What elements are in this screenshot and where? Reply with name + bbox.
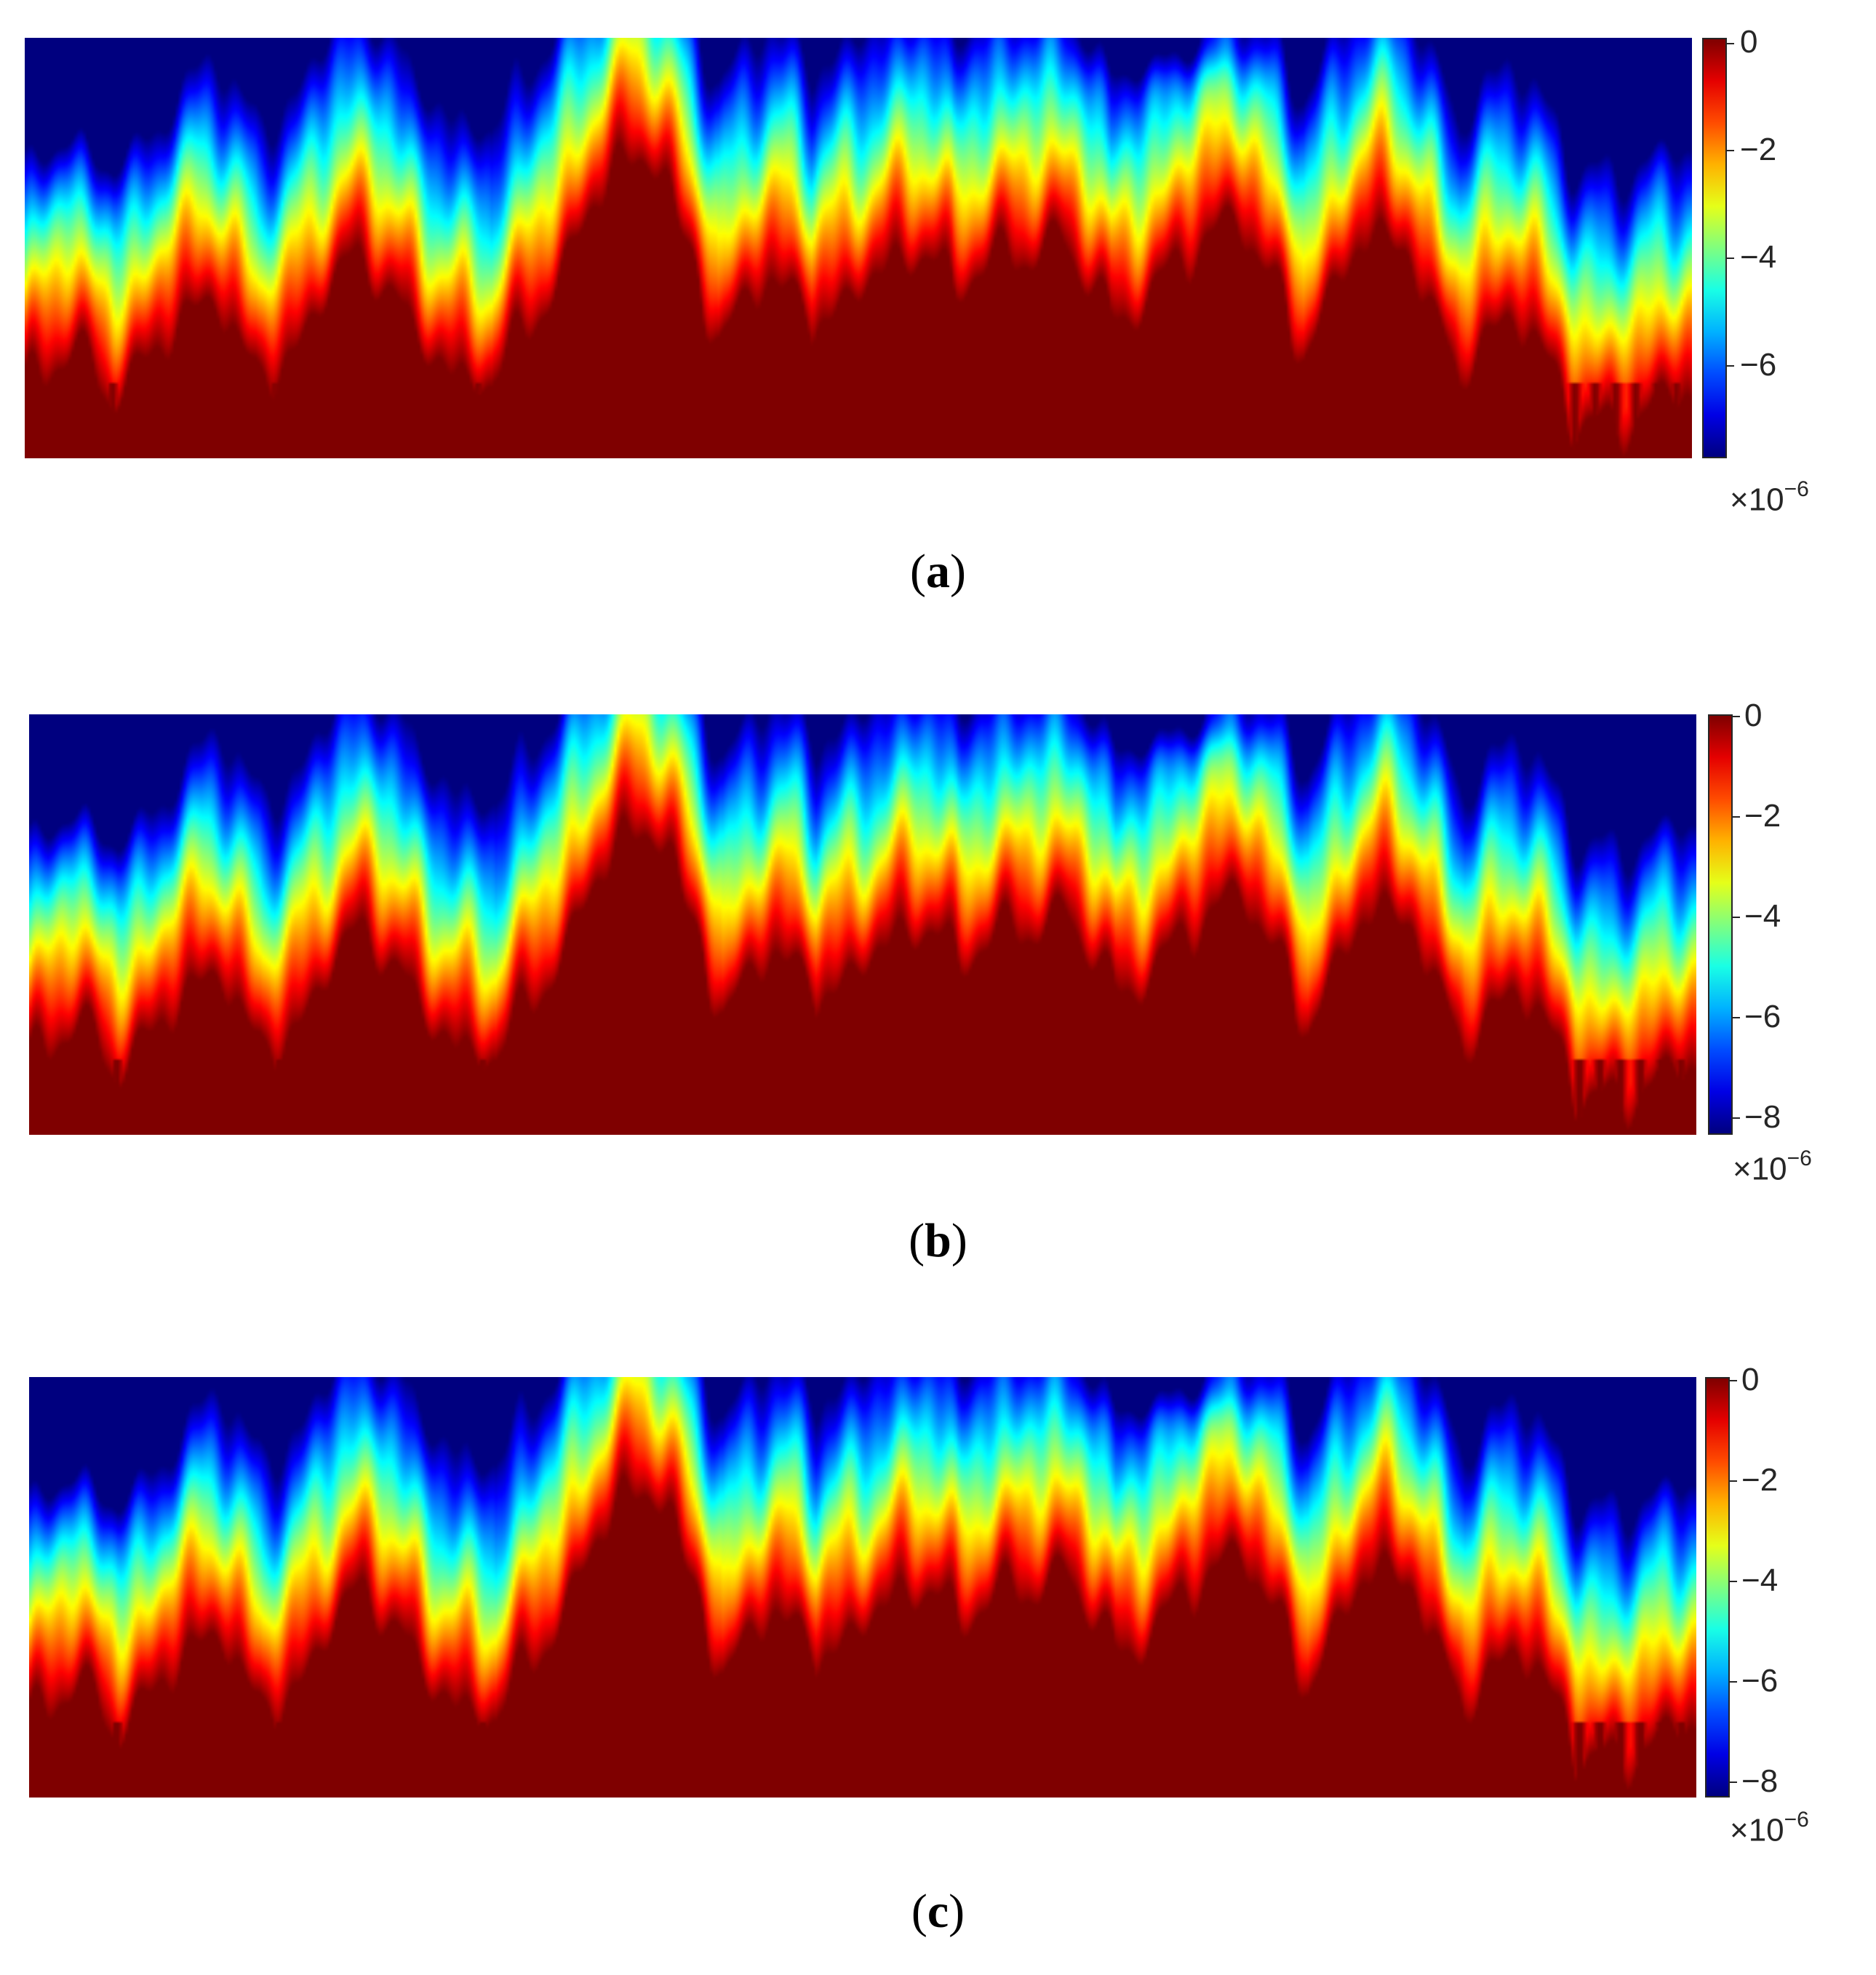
colorbar-tick-c-4	[1728, 1782, 1737, 1783]
colorbar-tick-b-4	[1731, 1117, 1740, 1119]
colorbar-tick-label-a-1: −2	[1740, 132, 1777, 167]
colorbar-tick-b-3	[1731, 1017, 1740, 1018]
colorbar-tick-label-b-0: 0	[1744, 698, 1763, 733]
colorbar-tick-c-1	[1728, 1480, 1737, 1482]
colorbar-tick-b-1	[1731, 816, 1740, 818]
colorbar-a	[1702, 38, 1727, 458]
colorbar-tick-label-a-2: −4	[1740, 239, 1777, 275]
colorbar-tick-c-0	[1728, 1380, 1737, 1381]
colorbar-tick-a-2	[1725, 258, 1734, 259]
colorbar-tick-a-3	[1725, 365, 1734, 367]
colorbar-tick-label-c-1: −2	[1741, 1462, 1779, 1498]
colorbar-tick-a-0	[1725, 43, 1734, 44]
colorbar-scale-a: ×10−6	[1730, 477, 1809, 518]
colorbar-tick-a-1	[1725, 150, 1734, 151]
colorbar-tick-label-a-0: 0	[1740, 24, 1758, 60]
colorbar-tick-label-c-2: −4	[1741, 1563, 1779, 1598]
colorbar-tick-label-b-3: −6	[1744, 999, 1781, 1034]
colorbar-tick-b-0	[1731, 716, 1740, 717]
heatmap-field-c	[29, 1377, 1696, 1798]
caption-a: (a)	[910, 545, 966, 598]
colorbar-tick-b-2	[1731, 917, 1740, 918]
colorbar-b	[1708, 714, 1733, 1135]
heatmap-field-a	[25, 38, 1692, 458]
colorbar-tick-c-3	[1728, 1681, 1737, 1683]
caption-b: (b)	[909, 1214, 967, 1267]
colorbar-scale-b: ×10−6	[1733, 1146, 1812, 1187]
colorbar-tick-label-c-0: 0	[1741, 1362, 1760, 1397]
colorbar-tick-label-c-4: −8	[1741, 1763, 1779, 1799]
colorbar-tick-label-b-4: −8	[1744, 1099, 1781, 1135]
colorbar-scale-c: ×10−6	[1730, 1808, 1809, 1848]
heatmap-field-b	[29, 714, 1696, 1135]
colorbar-tick-label-b-2: −4	[1744, 898, 1781, 934]
colorbar-tick-label-c-3: −6	[1741, 1663, 1779, 1699]
caption-c: (c)	[911, 1885, 965, 1938]
colorbar-c	[1705, 1377, 1730, 1798]
colorbar-tick-label-b-1: −2	[1744, 798, 1781, 834]
colorbar-tick-c-2	[1728, 1581, 1737, 1582]
colorbar-tick-label-a-3: −6	[1740, 347, 1777, 383]
